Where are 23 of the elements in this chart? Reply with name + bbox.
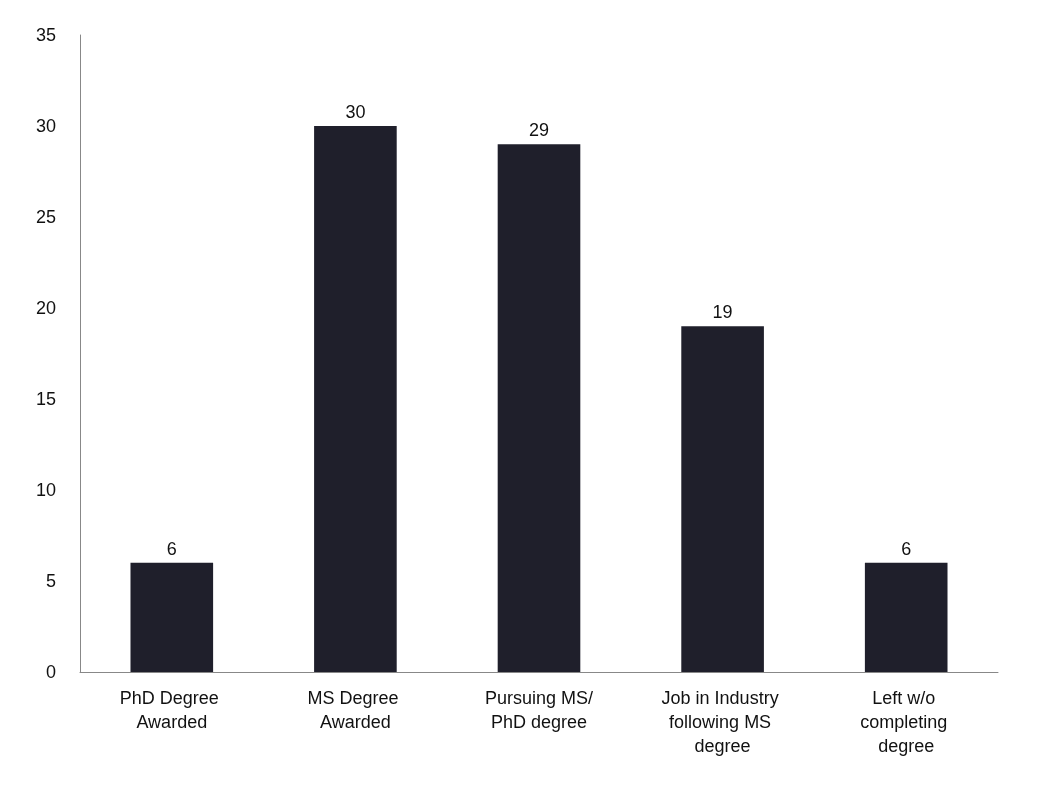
bar [864, 562, 948, 672]
data-label: 30 [345, 102, 366, 122]
bar [497, 144, 581, 672]
x-tick-label: Job in Industry following MS degree [661, 688, 784, 756]
bar [681, 326, 764, 672]
y-tick-label: 35 [35, 25, 56, 45]
data-label: 19 [712, 302, 733, 323]
x-tick-label: PhD Degree Awarded [119, 688, 224, 732]
x-tick-label: Left w/o completing degree [860, 688, 953, 756]
y-tick-label: 25 [35, 207, 56, 227]
bar [130, 562, 214, 672]
x-tick-label: MS Degree Awarded [307, 688, 404, 732]
y-tick-label: 30 [35, 116, 56, 136]
bar [314, 126, 397, 672]
y-tick-label: 5 [45, 571, 56, 591]
y-tick-label: 15 [35, 389, 56, 409]
data-label: 6 [166, 538, 177, 559]
y-tick-label: 20 [35, 298, 56, 318]
x-tick-label: Pursuing MS/PhD degree [484, 688, 594, 732]
data-label: 6 [901, 538, 912, 559]
data-label: 29 [528, 120, 550, 141]
y-tick-label: 0 [45, 662, 56, 682]
y-tick-label: 10 [35, 480, 56, 500]
